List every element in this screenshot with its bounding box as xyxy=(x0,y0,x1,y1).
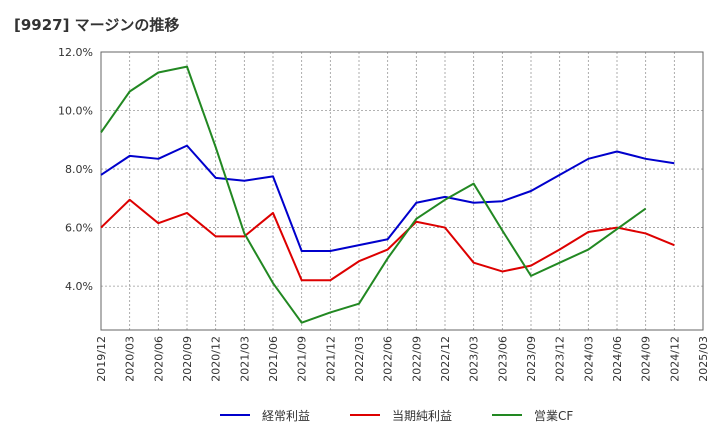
x-tick-label: 2022/12 xyxy=(439,336,452,382)
x-tick-label: 2021/03 xyxy=(238,336,251,382)
legend-label: 経常利益 xyxy=(262,409,310,423)
x-tick-label: 2023/03 xyxy=(468,336,481,382)
series-line xyxy=(100,65,647,324)
x-tick-label: 2022/06 xyxy=(382,336,395,382)
x-tick-label: 2021/09 xyxy=(296,336,309,382)
axes: 4.0% 6.0% 8.0% 10.0% 12.0% 2019/12 2020/03 2020… xyxy=(58,46,710,382)
x-tick-label: 2021/12 xyxy=(324,336,337,382)
x-tick-label: 2024/09 xyxy=(640,336,653,382)
y-tick-label: 4.0% xyxy=(65,280,93,293)
x-tick-label: 2020/03 xyxy=(124,336,137,382)
y-tick-label: 10.0% xyxy=(58,105,93,118)
x-tick-label: 2023/06 xyxy=(496,336,509,382)
series-line xyxy=(100,144,675,252)
x-tick-label: 2023/12 xyxy=(554,336,567,382)
x-tick-label: 2024/06 xyxy=(611,336,624,382)
chart-title: [9927] マージンの推移 xyxy=(14,16,180,34)
x-tick-label: 2025/03 xyxy=(697,336,710,382)
y-tick-label: 12.0% xyxy=(58,46,93,59)
legend-label: 営業CF xyxy=(534,409,573,423)
x-tick-label: 2024/12 xyxy=(668,336,681,382)
legend-label: 当期純利益 xyxy=(392,409,452,423)
grid xyxy=(100,51,704,330)
x-tick-label: 2019/12 xyxy=(95,336,108,382)
series-lines xyxy=(100,65,675,324)
x-tick-label: 2020/09 xyxy=(181,336,194,382)
x-tick-label: 2020/06 xyxy=(152,336,165,382)
plot-border xyxy=(100,51,704,331)
y-tick-label: 6.0% xyxy=(65,222,93,235)
legend: 経常利益 当期純利益 営業CF xyxy=(220,409,573,423)
x-tick-label: 2024/03 xyxy=(582,336,595,382)
x-tick-label: 2020/12 xyxy=(210,336,223,382)
x-tick-label: 2023/09 xyxy=(525,336,538,382)
x-tick-label: 2021/06 xyxy=(267,336,280,382)
series-line xyxy=(100,198,675,282)
x-tick-label: 2022/09 xyxy=(410,336,423,382)
x-tick-label: 2022/03 xyxy=(353,336,366,382)
y-tick-label: 8.0% xyxy=(65,163,93,176)
